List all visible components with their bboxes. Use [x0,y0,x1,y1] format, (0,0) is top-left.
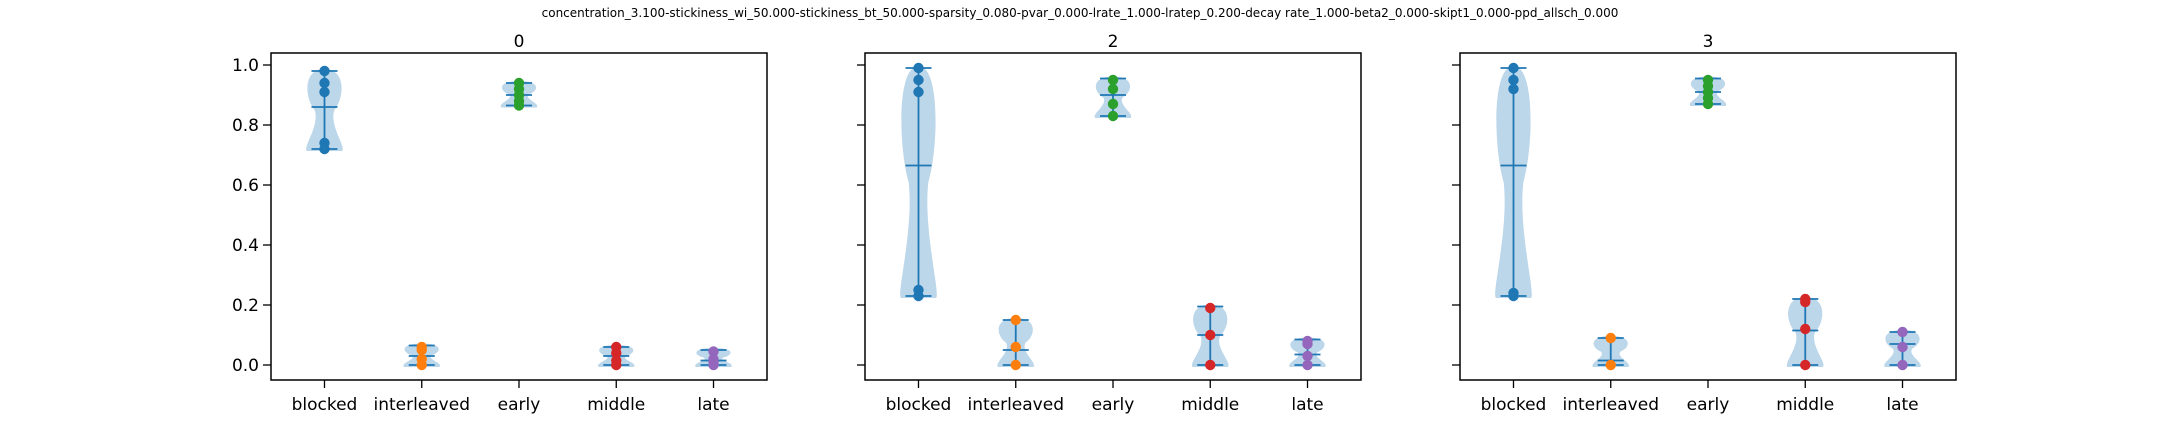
data-point [913,86,924,98]
x-tick-label: interleaved [373,395,470,415]
data-point [1508,290,1519,302]
data-point [1897,326,1908,338]
x-tick-label: early [1092,395,1135,415]
data-point [611,347,622,359]
y-tick-label: 0.8 [232,116,259,136]
data-point [1897,359,1908,371]
data-point [1800,359,1811,371]
data-point [513,100,525,111]
data-point [416,359,427,371]
x-tick-label: early [498,395,541,415]
data-point [1800,296,1811,308]
data-point [319,77,330,89]
y-tick-label: 0.0 [232,356,259,376]
chart-panel-2: 3 blocked interleaved early middle late [1452,32,1957,415]
x-tick-label: blocked [886,395,952,415]
x-tick-label: middle [1776,395,1834,415]
data-point [1107,98,1119,110]
data-point [1605,332,1616,344]
data-point [1508,83,1519,95]
data-point [913,290,924,302]
data-point [1702,98,1714,110]
x-tick-label: middle [1181,395,1239,415]
data-point [708,346,719,357]
x-tick-label: interleaved [967,395,1064,415]
data-point [1508,62,1519,74]
data-point [708,359,719,371]
data-point [1107,110,1119,122]
panel-title: 0 [514,32,525,52]
chart-panel-0: 0 0.0 0.2 0.4 0.6 0.8 1.0 blocked interleaved ear… [232,32,768,415]
plot-frame [1459,52,1957,381]
data-point [1107,83,1119,95]
figure-title: concentration_3.100-stickiness_wi_50.000… [541,6,1619,20]
data-point [1302,350,1313,362]
x-tick-label: late [1886,395,1918,415]
x-tick-label: late [1291,395,1323,415]
data-point [1605,359,1616,371]
data-point [1205,359,1216,371]
data-point [416,344,427,356]
data-point [319,143,330,155]
data-point [1302,338,1313,350]
y-tick-label: 0.4 [232,236,259,256]
y-tick-label: 1.0 [232,56,259,76]
y-tick-label: 0.6 [232,176,259,196]
x-tick-label: early [1687,395,1730,415]
data-point [1010,359,1021,371]
data-point [1897,341,1908,353]
panel-title: 3 [1703,32,1714,52]
data-point [1800,323,1811,335]
data-point [1107,74,1119,86]
x-tick-label: interleaved [1562,395,1659,415]
panel-title: 2 [1108,32,1119,52]
plot-frame [864,52,1362,381]
data-point [319,86,330,98]
x-tick-label: blocked [292,395,358,415]
x-tick-label: middle [587,395,645,415]
data-point [319,65,330,77]
data-point [913,62,924,74]
data-point [1205,329,1216,341]
data-point [1010,341,1021,353]
chart-panel-1: 2 blocked interleaved early middle late [857,32,1362,415]
data-point [1205,302,1216,314]
x-tick-label: blocked [1481,395,1547,415]
data-point [1508,74,1519,86]
data-point [913,74,924,86]
data-point [1010,314,1021,326]
data-point [611,359,622,371]
x-tick-label: late [697,395,729,415]
y-tick-label: 0.2 [232,296,259,316]
plot-frame [270,52,768,381]
data-point [1302,359,1313,371]
